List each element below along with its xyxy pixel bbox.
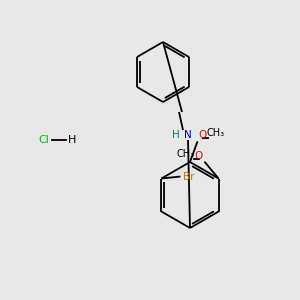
Text: H: H — [172, 130, 180, 140]
Text: CH₃: CH₃ — [176, 148, 194, 159]
Text: N: N — [184, 130, 192, 140]
Text: Cl: Cl — [38, 135, 49, 145]
Text: H: H — [68, 135, 76, 145]
Text: O: O — [199, 130, 207, 140]
Text: O: O — [194, 151, 202, 160]
Text: CH₃: CH₃ — [206, 128, 225, 138]
Text: Br: Br — [183, 172, 195, 182]
